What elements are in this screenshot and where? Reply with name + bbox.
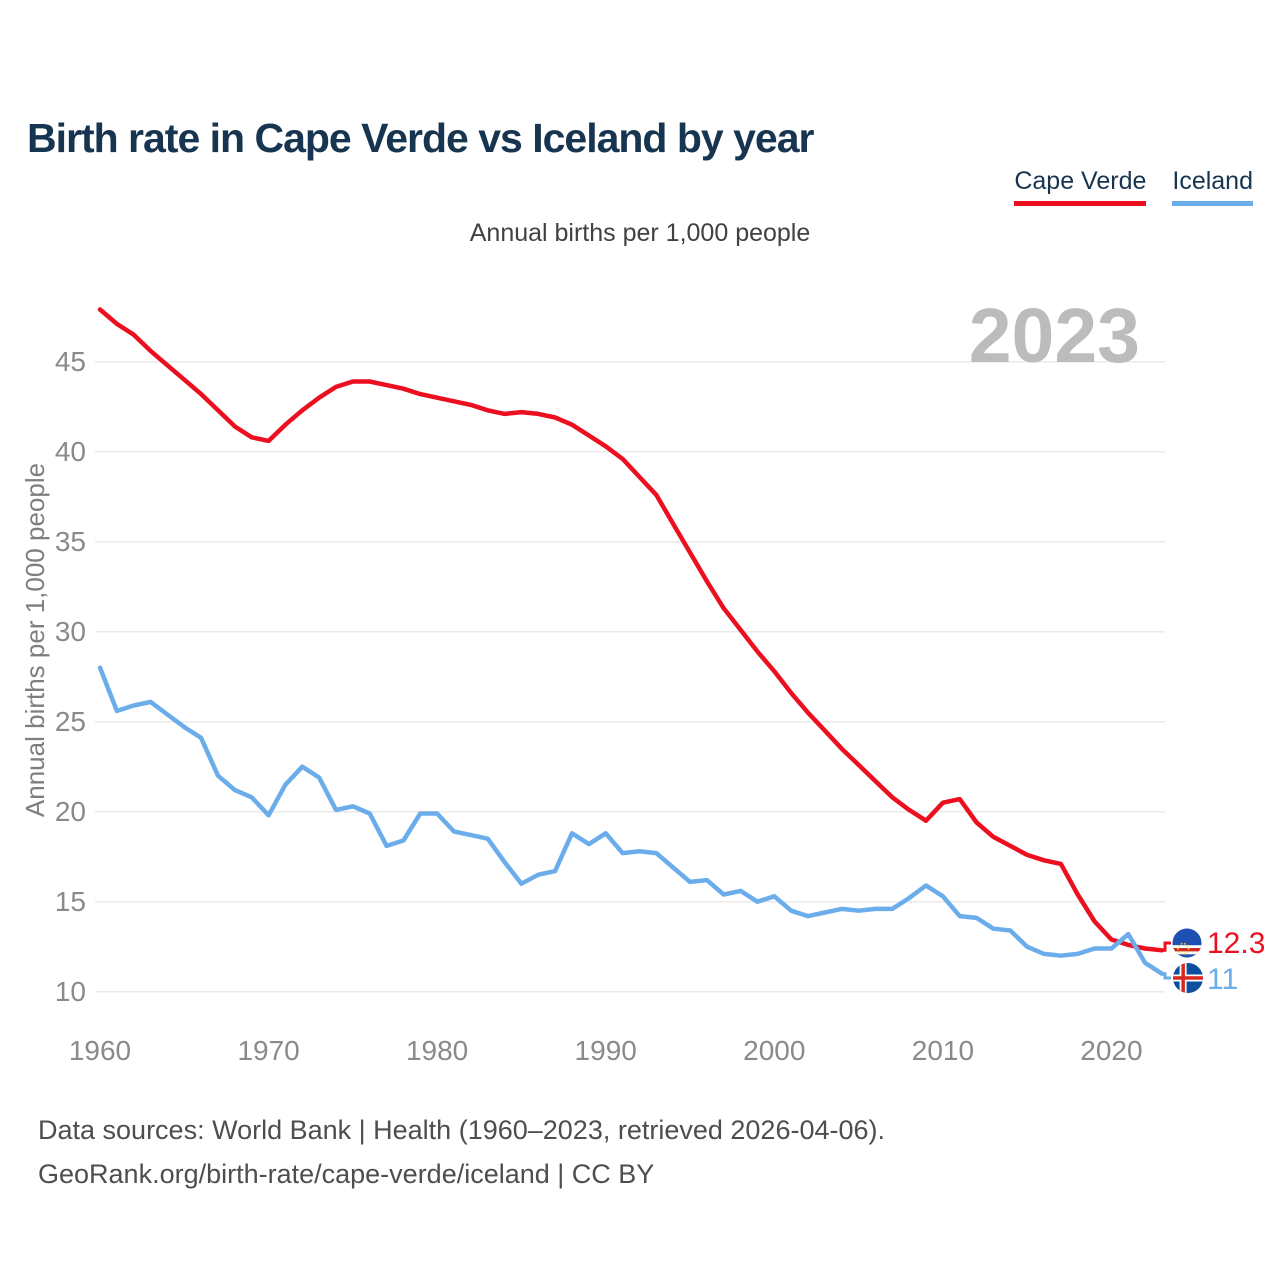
x-tick-label: 1960 xyxy=(69,1035,131,1066)
footer-link: GeoRank.org/birth-rate/cape-verde/icelan… xyxy=(38,1159,655,1189)
series-lines xyxy=(97,307,1171,980)
iceland-flag-icon xyxy=(1173,963,1203,993)
footer-sources: Data sources: World Bank | Health (1960–… xyxy=(38,1115,885,1145)
watermark-year: 2023 xyxy=(969,293,1140,379)
cape-verde-flag-icon xyxy=(1172,928,1202,958)
y-axis-title: Annual births per 1,000 people xyxy=(20,463,50,817)
iceland-end-value: 11 xyxy=(1207,963,1238,996)
legend: Cape Verde Iceland xyxy=(1014,167,1253,206)
y-tick-label: 45 xyxy=(55,346,86,377)
cape-verde-line xyxy=(97,307,1165,953)
gridlines xyxy=(95,360,1165,993)
y-tick-label: 35 xyxy=(55,526,86,557)
x-tick-label: 1980 xyxy=(406,1035,468,1066)
cape-verde-label-connector xyxy=(1162,941,1171,952)
footer: Data sources: World Bank | Health (1960–… xyxy=(38,1108,885,1196)
chart-subtitle: Annual births per 1,000 people xyxy=(469,219,811,247)
y-tick-label: 10 xyxy=(55,976,86,1007)
x-tick-label: 1970 xyxy=(237,1035,299,1066)
iceland-label-connector xyxy=(1162,972,1171,980)
x-tick-label: 2010 xyxy=(912,1035,974,1066)
legend-item-cape-verde[interactable]: Cape Verde xyxy=(1014,167,1147,206)
x-tick-label: 2000 xyxy=(743,1035,805,1066)
cape-verde-end-value: 12.3 xyxy=(1207,927,1265,960)
x-tick-label: 2020 xyxy=(1080,1035,1142,1066)
y-tick-label: 40 xyxy=(55,436,86,467)
y-tick-label: 20 xyxy=(55,796,86,827)
x-axis-tick-labels: 1960 1970 1980 1990 2000 2010 2020 xyxy=(69,1035,1143,1066)
legend-item-iceland[interactable]: Iceland xyxy=(1172,167,1253,206)
x-tick-label: 1990 xyxy=(575,1035,637,1066)
y-axis-tick-labels: 10 15 20 25 30 35 40 45 xyxy=(55,346,86,1007)
page-title: Birth rate in Cape Verde vs Iceland by y… xyxy=(27,115,814,162)
y-tick-label: 25 xyxy=(55,706,86,737)
y-tick-label: 30 xyxy=(55,616,86,647)
iceland-line xyxy=(97,665,1165,976)
y-tick-label: 15 xyxy=(55,886,86,917)
